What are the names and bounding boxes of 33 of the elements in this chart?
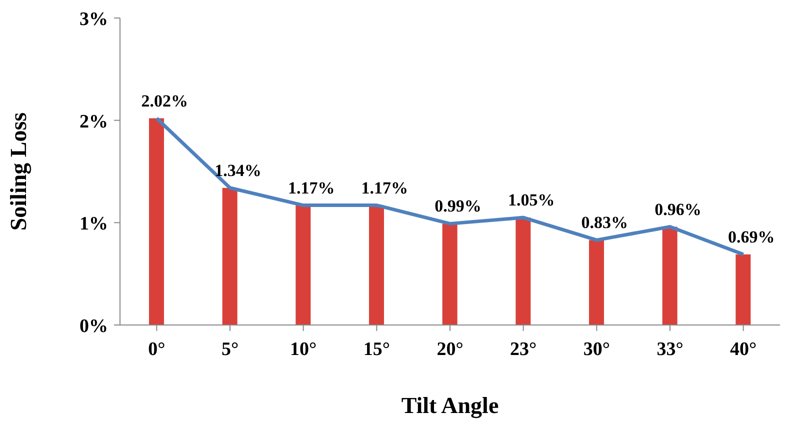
data-label: 0.83% bbox=[581, 213, 628, 232]
x-tick-label: 20° bbox=[436, 339, 464, 360]
bar bbox=[222, 188, 238, 325]
y-tick-label: 3% bbox=[80, 9, 108, 30]
y-axis-title: Soiling Loss bbox=[6, 112, 32, 231]
x-tick-label: 0° bbox=[148, 339, 166, 360]
bar bbox=[662, 226, 678, 325]
bar bbox=[442, 224, 458, 325]
x-axis-title: Tilt Angle bbox=[401, 393, 499, 419]
data-label: 0.99% bbox=[434, 196, 482, 216]
x-tick-label: 23° bbox=[510, 339, 537, 360]
bar bbox=[296, 205, 311, 325]
x-tick-label: 30° bbox=[583, 339, 610, 360]
y-tick-label: 0% bbox=[80, 316, 108, 337]
data-label: 2.02% bbox=[141, 91, 188, 110]
y-tick-label: 1% bbox=[80, 214, 108, 235]
data-label: 0.96% bbox=[654, 200, 702, 219]
data-label: 1.05% bbox=[508, 190, 555, 210]
data-label: 1.17% bbox=[361, 178, 408, 198]
data-label: 1.34% bbox=[214, 160, 262, 180]
x-tick-label: 40° bbox=[730, 339, 757, 360]
x-tick-label: 5° bbox=[221, 339, 239, 360]
y-tick-label: 2% bbox=[80, 111, 108, 132]
x-tick-label: 33° bbox=[656, 339, 684, 360]
bar bbox=[736, 254, 751, 325]
bar bbox=[369, 205, 384, 325]
x-tick-label: 15° bbox=[363, 339, 390, 360]
x-tick-label: 10° bbox=[290, 339, 317, 360]
data-label: 1.17% bbox=[288, 178, 335, 198]
bar bbox=[149, 118, 164, 325]
bar bbox=[589, 240, 604, 325]
bar bbox=[516, 218, 531, 325]
data-label: 0.69% bbox=[728, 227, 775, 246]
